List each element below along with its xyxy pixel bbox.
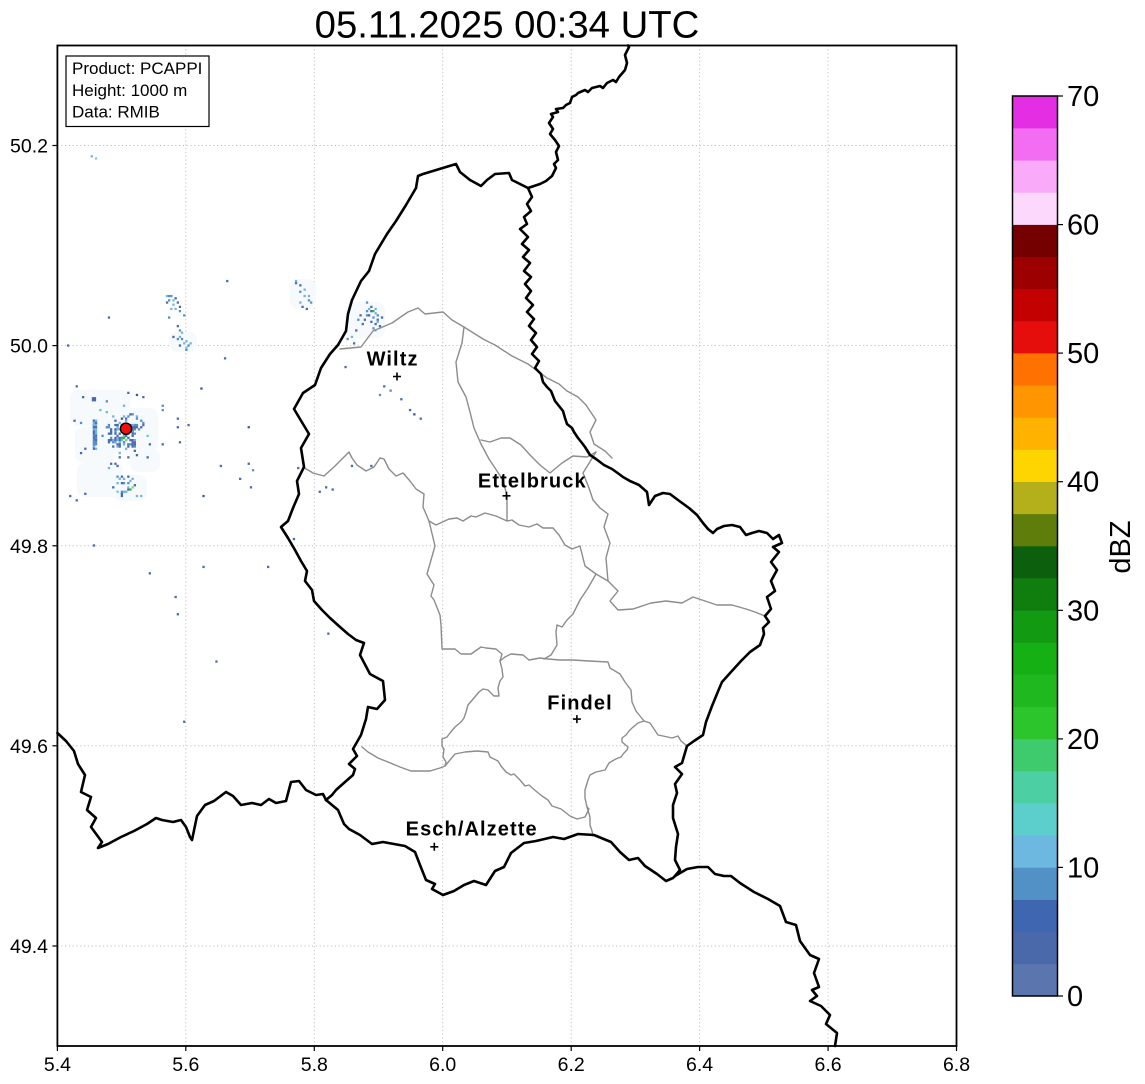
svg-text:49.8: 49.8: [10, 536, 48, 558]
svg-text:70: 70: [1067, 81, 1099, 113]
svg-text:60: 60: [1067, 210, 1099, 242]
svg-text:49.6: 49.6: [10, 736, 48, 758]
svg-text:49.4: 49.4: [10, 936, 48, 958]
svg-text:40: 40: [1067, 467, 1099, 499]
svg-text:6.4: 6.4: [686, 1054, 713, 1076]
svg-text:50: 50: [1067, 338, 1099, 370]
svg-text:Findel: Findel: [547, 692, 613, 714]
svg-text:50.2: 50.2: [10, 136, 48, 158]
svg-text:5.4: 5.4: [44, 1054, 71, 1076]
svg-text:Wiltz: Wiltz: [367, 349, 419, 371]
svg-text:6.6: 6.6: [815, 1054, 842, 1076]
svg-text:6.2: 6.2: [558, 1054, 585, 1076]
svg-text:Ettelbruck: Ettelbruck: [478, 470, 587, 492]
svg-text:Esch/Alzette: Esch/Alzette: [406, 818, 538, 840]
svg-text:dBZ: dBZ: [1105, 520, 1137, 573]
svg-text:20: 20: [1067, 724, 1099, 756]
svg-text:Height: 1000 m: Height: 1000 m: [72, 81, 187, 100]
svg-text:6.0: 6.0: [429, 1054, 456, 1076]
svg-text:50.0: 50.0: [10, 336, 48, 358]
svg-text:5.6: 5.6: [172, 1054, 199, 1076]
svg-text:Data: RMIB: Data: RMIB: [72, 103, 160, 122]
svg-text:6.8: 6.8: [943, 1054, 970, 1076]
svg-text:Product: PCAPPI: Product: PCAPPI: [72, 59, 202, 78]
svg-text:10: 10: [1067, 852, 1099, 884]
svg-text:30: 30: [1067, 595, 1099, 627]
svg-text:0: 0: [1067, 981, 1083, 1013]
svg-text:05.11.2025 00:34 UTC: 05.11.2025 00:34 UTC: [315, 4, 700, 47]
svg-text:5.8: 5.8: [301, 1054, 328, 1076]
